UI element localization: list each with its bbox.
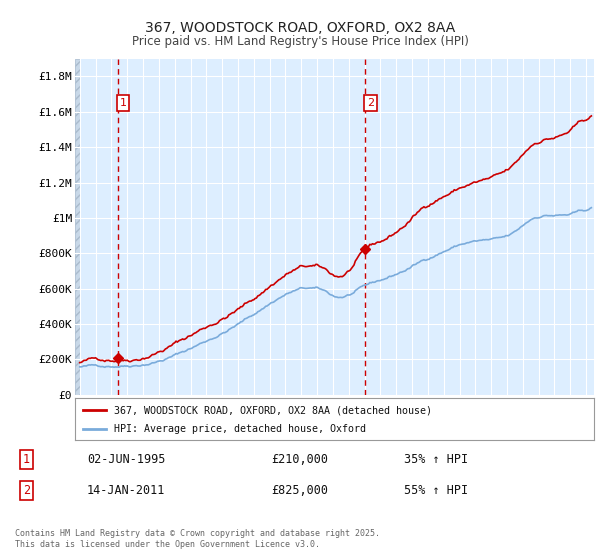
- Text: 14-JAN-2011: 14-JAN-2011: [87, 484, 165, 497]
- Text: HPI: Average price, detached house, Oxford: HPI: Average price, detached house, Oxfo…: [114, 424, 366, 434]
- Text: 2: 2: [367, 98, 374, 108]
- Text: 02-JUN-1995: 02-JUN-1995: [87, 452, 165, 466]
- Text: £825,000: £825,000: [271, 484, 328, 497]
- Text: 1: 1: [119, 98, 127, 108]
- Text: £210,000: £210,000: [271, 452, 328, 466]
- Text: 2: 2: [23, 484, 30, 497]
- Text: 367, WOODSTOCK ROAD, OXFORD, OX2 8AA (detached house): 367, WOODSTOCK ROAD, OXFORD, OX2 8AA (de…: [114, 405, 432, 415]
- Text: Contains HM Land Registry data © Crown copyright and database right 2025.
This d: Contains HM Land Registry data © Crown c…: [15, 529, 380, 549]
- Text: 1: 1: [23, 452, 30, 466]
- Bar: [75, 59, 80, 395]
- Text: 35% ↑ HPI: 35% ↑ HPI: [404, 452, 468, 466]
- Text: 367, WOODSTOCK ROAD, OXFORD, OX2 8AA: 367, WOODSTOCK ROAD, OXFORD, OX2 8AA: [145, 21, 455, 35]
- Text: Price paid vs. HM Land Registry's House Price Index (HPI): Price paid vs. HM Land Registry's House …: [131, 35, 469, 48]
- Text: 55% ↑ HPI: 55% ↑ HPI: [404, 484, 468, 497]
